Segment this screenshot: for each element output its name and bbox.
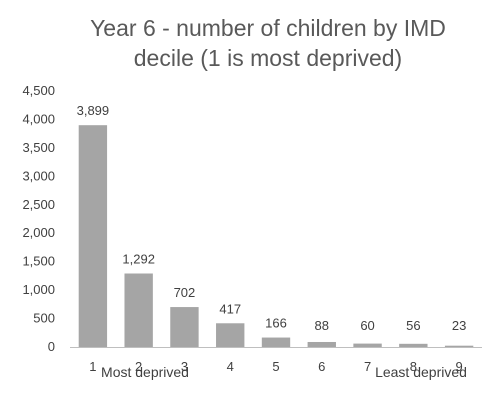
bars-group <box>78 125 474 348</box>
x-tick-label: 9 <box>455 359 462 374</box>
bar-decile-2 <box>124 273 153 347</box>
y-tick-label: 3,000 <box>22 168 55 183</box>
x-tick-label: 5 <box>272 359 279 374</box>
x-tick-label: 1 <box>89 359 96 374</box>
x-tick-label: 8 <box>410 359 417 374</box>
data-label-decile-5: 166 <box>265 316 287 331</box>
data-labels-group: 3,899 1,292 702 417 166 88 60 56 23 <box>77 103 467 333</box>
chart-title-line-1: Year 6 - number of children by IMD <box>90 15 446 41</box>
y-tick-label: 0 <box>48 339 55 354</box>
data-label-decile-4: 417 <box>219 301 241 316</box>
bar-decile-4 <box>216 323 245 347</box>
bar-decile-6 <box>307 341 336 347</box>
bar-decile-5 <box>261 337 291 347</box>
x-tick-label: 7 <box>364 359 371 374</box>
y-tick-label: 4,000 <box>22 111 55 126</box>
y-axis-ticks: 0 500 1,000 1,500 2,000 2,500 3,000 3,500 4,000 4… <box>22 83 55 354</box>
least-deprived-label: Least deprived <box>375 364 467 380</box>
bar-decile-1 <box>78 125 108 348</box>
bar-decile-3 <box>170 307 199 347</box>
most-deprived-label: Most deprived <box>101 364 189 380</box>
y-tick-label: 2,500 <box>22 197 55 212</box>
x-tick-label: 6 <box>318 359 325 374</box>
data-label-decile-3: 702 <box>174 285 196 300</box>
y-tick-label: 3,500 <box>22 140 55 155</box>
x-tick-label: 2 <box>135 359 142 374</box>
bar-decile-9 <box>444 345 474 347</box>
y-tick-label: 1,000 <box>22 282 55 297</box>
data-label-decile-8: 56 <box>406 318 420 333</box>
y-tick-label: 2,000 <box>22 225 55 240</box>
y-tick-label: 4,500 <box>22 83 55 98</box>
y-tick-label: 500 <box>33 311 55 326</box>
data-label-decile-9: 23 <box>452 318 466 333</box>
data-label-decile-1: 3,899 <box>77 103 110 118</box>
data-label-decile-7: 60 <box>360 318 374 333</box>
x-axis-ticks: 1 2 3 4 5 6 7 8 9 <box>89 359 462 374</box>
y-tick-label: 1,500 <box>22 254 55 269</box>
x-tick-label: 3 <box>181 359 188 374</box>
chart-title-line-2: decile (1 is most deprived) <box>134 45 402 71</box>
bar-decile-7 <box>353 343 382 347</box>
data-label-decile-2: 1,292 <box>122 251 155 266</box>
x-tick-label: 4 <box>227 359 234 374</box>
data-label-decile-6: 88 <box>315 318 329 333</box>
bar-decile-8 <box>399 343 428 347</box>
